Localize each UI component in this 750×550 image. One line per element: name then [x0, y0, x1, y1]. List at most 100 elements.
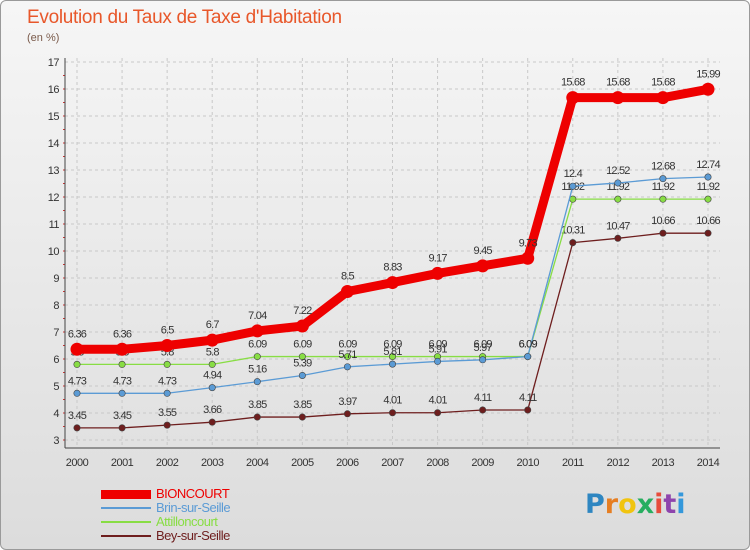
legend-label: Attilloncourt — [156, 514, 218, 529]
data-point-bey-sur-seille — [614, 234, 622, 242]
y-tick-label: 12 — [48, 192, 60, 204]
data-point-bioncourt — [205, 333, 219, 347]
data-label-bioncourt: 15.68 — [651, 77, 675, 89]
data-label-bey-sur-seille: 3.85 — [293, 399, 312, 411]
data-point-brin-sur-seille — [524, 353, 532, 361]
y-tick-label: 13 — [48, 165, 60, 177]
data-label-brin-sur-seille: 4.94 — [203, 370, 222, 382]
x-tick-label: 2006 — [336, 457, 359, 469]
data-label-bey-sur-seille: 3.45 — [113, 410, 132, 422]
data-point-bioncourt — [386, 276, 399, 290]
data-label-bey-sur-seille: 4.01 — [428, 395, 447, 407]
data-label-bey-sur-seille: 4.11 — [474, 392, 492, 404]
data-label-attilloncourt: 6.09 — [519, 339, 538, 351]
data-label-bioncourt: 6.5 — [161, 325, 175, 337]
data-point-attilloncourt — [163, 360, 171, 368]
data-label-bey-sur-seille: 10.47 — [606, 220, 630, 232]
logo-letter: i — [654, 489, 664, 520]
data-label-bey-sur-seille: 4.01 — [383, 395, 402, 407]
x-tick-label: 2009 — [471, 457, 494, 469]
data-point-bey-sur-seille — [253, 413, 261, 421]
data-point-bey-sur-seille — [163, 421, 171, 429]
logo-letter: i — [676, 489, 686, 520]
data-point-attilloncourt — [208, 360, 216, 368]
data-label-attilloncourt: 6.09 — [248, 339, 267, 351]
data-label-brin-sur-seille: 5.81 — [383, 346, 402, 358]
data-label-bioncourt: 9.17 — [428, 252, 447, 264]
data-label-bioncourt: 15.68 — [606, 77, 630, 89]
data-label-bey-sur-seille: 3.85 — [248, 399, 267, 411]
x-tick-label: 2014 — [697, 457, 720, 469]
data-point-bey-sur-seille — [659, 229, 667, 237]
x-tick-label: 2008 — [426, 457, 449, 469]
data-label-brin-sur-seille: 5.71 — [338, 349, 357, 361]
x-tick-label: 2003 — [201, 457, 224, 469]
data-point-attilloncourt — [298, 353, 306, 361]
data-point-brin-sur-seille — [388, 360, 396, 368]
logo-letter: o — [618, 489, 637, 520]
data-point-bioncourt — [431, 266, 445, 280]
data-label-attilloncourt: 6.09 — [293, 339, 312, 351]
data-label-attilloncourt: 5.8 — [206, 346, 220, 358]
data-label-brin-sur-seille: 5.16 — [248, 364, 267, 376]
data-label-bey-sur-seille: 3.55 — [158, 407, 177, 419]
data-label-bey-sur-seille: 4.11 — [519, 392, 537, 404]
data-point-bioncourt — [115, 342, 129, 356]
data-point-brin-sur-seille — [163, 389, 171, 397]
y-tick-label: 9 — [53, 273, 59, 285]
x-tick-label: 2013 — [652, 457, 675, 469]
data-point-attilloncourt — [614, 195, 622, 203]
data-label-brin-sur-seille: 4.73 — [113, 375, 132, 387]
data-label-brin-sur-seille: 12.4 — [564, 168, 583, 180]
data-point-bioncourt — [160, 339, 174, 352]
data-point-bioncourt — [521, 251, 535, 265]
data-label-bey-sur-seille: 3.45 — [68, 410, 87, 422]
data-point-bioncourt — [476, 259, 490, 273]
x-tick-label: 2012 — [607, 457, 630, 469]
data-point-attilloncourt — [659, 195, 667, 203]
x-tick-label: 2005 — [291, 457, 314, 469]
data-point-bioncourt — [70, 342, 84, 356]
data-point-bioncourt — [656, 91, 670, 105]
data-label-brin-sur-seille: 6.09 — [519, 339, 538, 351]
data-label-attilloncourt: 6.09 — [338, 339, 357, 351]
x-tick-label: 2002 — [156, 457, 179, 469]
data-point-bey-sur-seille — [343, 410, 351, 418]
data-point-brin-sur-seille — [479, 356, 487, 364]
legend-item: BIONCOURT — [101, 487, 230, 501]
data-point-attilloncourt — [73, 360, 81, 368]
data-point-bioncourt — [295, 319, 309, 333]
legend-swatch — [101, 507, 151, 509]
y-tick-label: 14 — [48, 138, 60, 150]
data-point-brin-sur-seille — [298, 371, 306, 379]
y-tick-label: 4 — [53, 408, 59, 420]
legend-label: Bey-sur-Seille — [156, 528, 230, 543]
data-label-bey-sur-seille: 10.66 — [651, 215, 675, 227]
data-label-bioncourt: 9.45 — [474, 245, 493, 257]
data-point-bioncourt — [340, 285, 354, 298]
legend-swatch — [101, 521, 151, 523]
y-tick-label: 11 — [49, 219, 60, 231]
data-label-bioncourt: 9.73 — [519, 237, 538, 249]
data-point-brin-sur-seille — [704, 173, 712, 181]
data-label-bey-sur-seille: 10.31 — [561, 225, 585, 237]
data-label-brin-sur-seille: 12.52 — [606, 165, 630, 177]
data-point-brin-sur-seille — [208, 384, 216, 392]
data-point-bey-sur-seille — [208, 418, 216, 426]
data-point-bey-sur-seille — [73, 424, 81, 432]
data-point-attilloncourt — [253, 353, 261, 361]
data-point-brin-sur-seille — [614, 179, 622, 187]
data-point-attilloncourt — [388, 353, 396, 361]
data-label-bioncourt: 6.36 — [68, 328, 87, 340]
data-point-bey-sur-seille — [118, 424, 126, 432]
data-label-bioncourt: 8.5 — [341, 271, 355, 283]
data-point-attilloncourt — [704, 195, 712, 203]
data-label-bioncourt: 15.68 — [561, 77, 585, 89]
legend-swatch — [101, 489, 151, 499]
data-point-bey-sur-seille — [704, 229, 712, 237]
legend-item: Attilloncourt — [101, 515, 230, 529]
data-point-bey-sur-seille — [434, 409, 442, 417]
data-label-brin-sur-seille: 5.91 — [428, 343, 447, 355]
